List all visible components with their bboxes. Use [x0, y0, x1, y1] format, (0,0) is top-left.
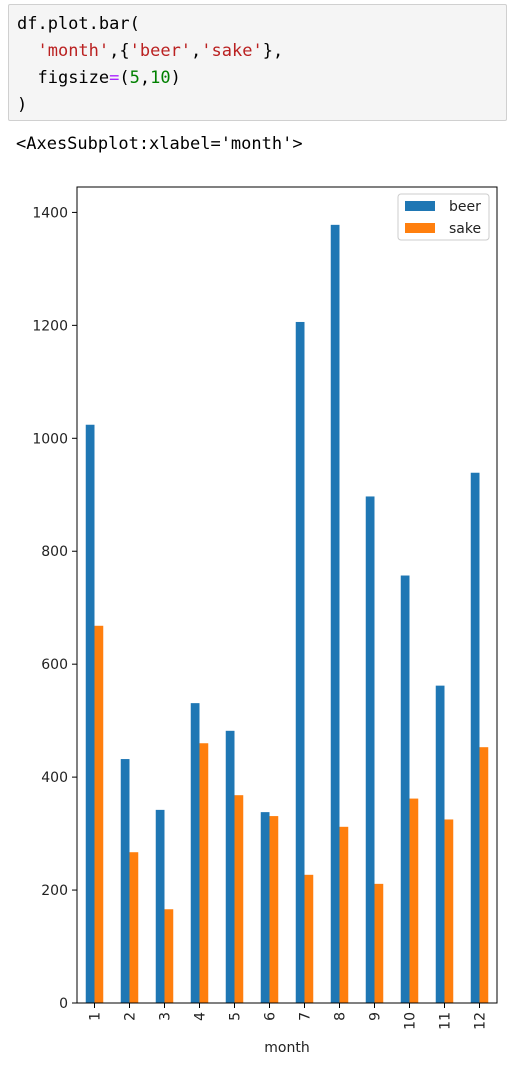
- code-indent: [17, 68, 37, 88]
- legend: beer sake: [397, 193, 490, 241]
- code-text: ,{: [109, 41, 130, 61]
- code-text: ,: [191, 41, 202, 61]
- bar-beer-1: [85, 424, 95, 1003]
- code-text: (: [119, 68, 130, 88]
- bar-beer-6: [260, 812, 270, 1003]
- bar-beer-2: [120, 759, 130, 1003]
- x-tick-label: 4: [193, 1012, 209, 1021]
- bar-sake-12: [479, 747, 489, 1003]
- code-cell[interactable]: df.plot.bar( 'month',{'beer','sake'}, fi…: [8, 4, 507, 121]
- bar-sake-4: [199, 743, 209, 1003]
- code-line-2: 'month',{'beer','sake'},: [17, 38, 498, 65]
- code-line-4: ): [17, 92, 498, 119]
- code-text: ,: [139, 68, 151, 88]
- bar-beer-11: [435, 685, 445, 1003]
- bar-beer-8: [330, 224, 340, 1004]
- bar-sake-6: [269, 816, 279, 1003]
- code-string: 'month': [37, 41, 110, 61]
- bar-sake-11: [444, 819, 454, 1003]
- x-tick-label: 1: [88, 1012, 104, 1021]
- plot-frame: [76, 186, 498, 1004]
- x-tick-label: 3: [158, 1012, 174, 1021]
- code-line-3: figsize=(5,10): [17, 65, 498, 92]
- legend-swatch-sake: [405, 223, 435, 233]
- code-string: 'sake': [201, 41, 263, 61]
- x-tick-label: 10: [403, 1012, 419, 1030]
- output-repr: <AxesSubplot:xlabel='month'>: [16, 134, 303, 154]
- x-tick-label: 8: [333, 1012, 349, 1021]
- code-text: },: [262, 41, 284, 61]
- bar-beer-5: [225, 730, 235, 1003]
- legend-swatch-beer: [405, 201, 435, 211]
- x-tick-label: 6: [263, 1012, 279, 1021]
- x-tick-label: 11: [438, 1012, 454, 1030]
- bar-beer-12: [470, 472, 480, 1003]
- bar-sake-5: [234, 795, 244, 1003]
- y-tick-label: 0: [59, 996, 68, 1012]
- x-axis-label: month: [264, 1040, 309, 1056]
- y-tick-label: 1400: [32, 205, 68, 221]
- y-tick-label: 400: [41, 770, 68, 786]
- bar-sake-9: [374, 883, 384, 1003]
- x-tick-label: 12: [473, 1012, 489, 1030]
- code-text: df.plot.bar(: [17, 14, 140, 34]
- x-tick-label: 9: [368, 1012, 384, 1021]
- code-number: 10: [150, 68, 171, 88]
- y-tick-label: 200: [41, 883, 68, 899]
- code-string: 'beer': [129, 41, 192, 61]
- bar-beer-4: [190, 703, 200, 1003]
- x-tick-label: 2: [123, 1012, 139, 1021]
- code-text: ): [170, 68, 181, 88]
- bar-beer-7: [295, 321, 305, 1003]
- bar-sake-7: [304, 874, 314, 1003]
- y-tick-label: 1000: [32, 431, 68, 447]
- bar-sake-3: [164, 909, 174, 1003]
- bar-beer-9: [365, 496, 375, 1003]
- x-tick-label: 5: [228, 1012, 244, 1021]
- bar-sake-2: [129, 852, 139, 1003]
- y-tick-label: 800: [41, 544, 68, 560]
- code-line-1: df.plot.bar(: [17, 11, 498, 38]
- y-tick-label: 1200: [32, 318, 68, 334]
- bar-sake-8: [339, 826, 349, 1003]
- code-operator: =: [109, 68, 120, 88]
- bar-beer-3: [155, 809, 165, 1003]
- bar-beer-10: [400, 575, 410, 1003]
- code-text: ): [17, 95, 28, 115]
- code-indent: [17, 41, 37, 61]
- bar-sake-10: [409, 798, 419, 1003]
- code-number: 5: [129, 68, 140, 88]
- y-tick-label: 600: [41, 657, 68, 673]
- bar-sake-1: [94, 625, 104, 1003]
- x-tick-label: 7: [298, 1012, 314, 1021]
- code-keyword-arg: figsize: [37, 68, 110, 88]
- legend-label-beer: beer: [449, 199, 481, 215]
- plot-bars: [85, 224, 489, 1004]
- legend-label-sake: sake: [449, 221, 481, 237]
